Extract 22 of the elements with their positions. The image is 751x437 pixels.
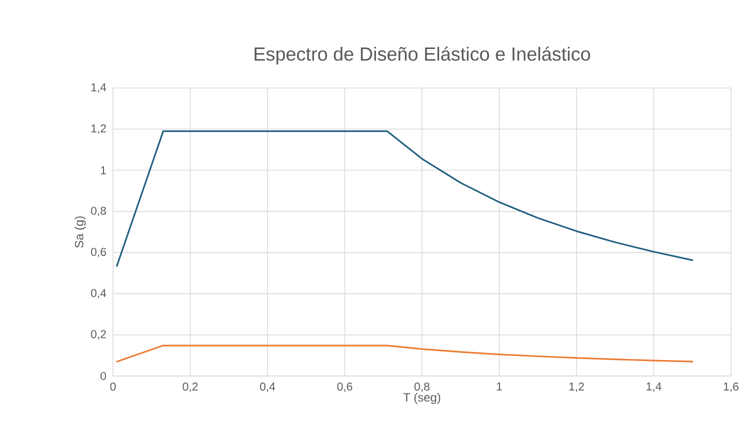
y-tick-label: 1 [100,166,106,174]
y-tick-label: 1,4 [91,83,106,93]
x-tick-label: 1,6 [724,382,738,392]
x-tick-label: 0,4 [260,382,276,392]
y-tick-label: 1,2 [91,124,106,134]
y-axis-title: Sa (g) [74,216,86,248]
x-tick-label: 1,2 [569,382,584,392]
x-tick-label: 1,4 [646,382,662,392]
x-axis-title: T (seg) [403,392,440,404]
y-tick-label: 0,6 [91,248,106,258]
y-tick-label: 0,4 [91,288,106,298]
x-tick-label: 0 [110,382,116,391]
line-series [116,344,694,362]
x-tick-label: 0,8 [414,382,430,392]
y-tick-label: 0 [100,372,106,380]
y-tick-label: 0,2 [91,330,106,340]
x-tick-label: 0,2 [182,382,198,392]
x-tick-label: 1 [496,382,502,390]
chart-title: Espectro de Diseño Elástico e Inelástico [254,46,590,64]
line-series [116,130,694,267]
y-tick-label: 0,8 [91,206,106,216]
x-tick-label: 0,6 [337,382,352,392]
